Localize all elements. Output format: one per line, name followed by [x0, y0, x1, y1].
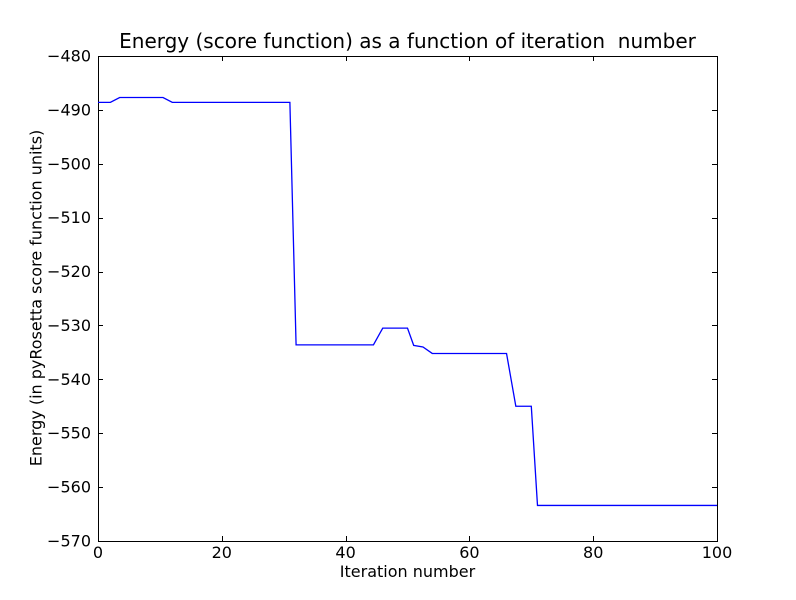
y-tick-label: −530: [47, 316, 91, 335]
x-tick-label: 0: [93, 543, 103, 562]
y-tick-label: −550: [47, 424, 91, 443]
x-axis-label: Iteration number: [339, 562, 476, 581]
x-tick-label: 100: [702, 543, 733, 562]
y-tick-label: −520: [47, 262, 91, 281]
y-tick-label: −500: [47, 154, 91, 173]
y-tick-label: −510: [47, 208, 91, 227]
y-tick-label: −560: [47, 478, 91, 497]
y-axis-label: Energy (in pyRosetta score function unit…: [26, 129, 46, 467]
chart-title: Energy (score function) as a function of…: [119, 29, 696, 53]
x-tick-label: 20: [212, 543, 232, 562]
y-tick-label: −540: [47, 370, 91, 389]
energy-line: [98, 96, 717, 507]
axes-box: [98, 56, 718, 542]
y-tick-label: −480: [47, 47, 91, 66]
y-tick-label: −570: [47, 532, 91, 551]
x-tick-label: 60: [459, 543, 479, 562]
y-tick-label: −490: [47, 100, 91, 119]
x-tick-label: 80: [583, 543, 603, 562]
x-tick-label: 40: [335, 543, 355, 562]
